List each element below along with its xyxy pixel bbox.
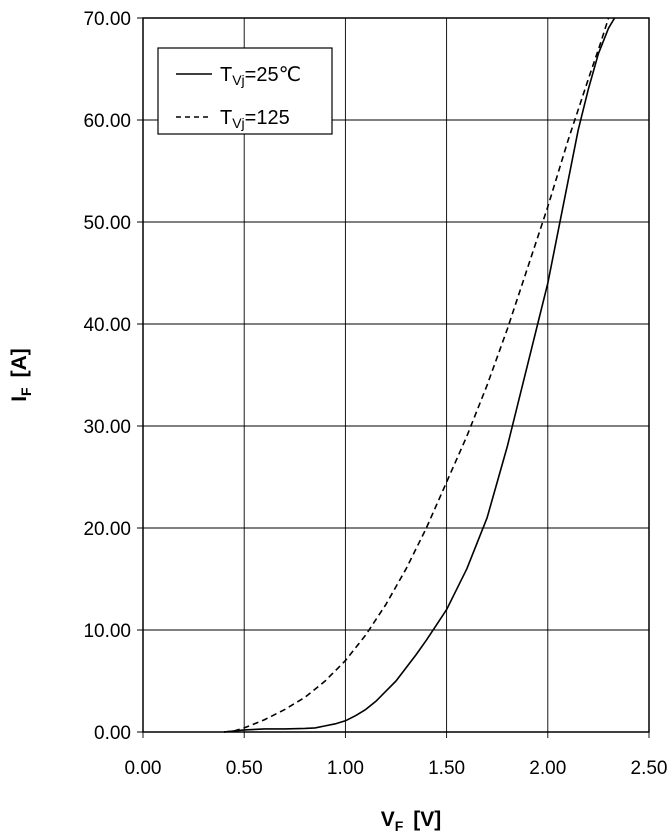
y-tick-label: 0.00 [94, 723, 131, 744]
y-axis-title-unit: [A] [8, 348, 31, 377]
legend-label-125: TVj=125 [220, 107, 290, 131]
x-tick-label: 2.50 [631, 758, 668, 779]
y-axis-title-sub: F [18, 387, 34, 396]
y-tick-label: 20.00 [83, 519, 131, 540]
series-layer [223, 17, 616, 733]
y-tick-label: 10.00 [83, 621, 131, 642]
legend-label-25c-suffix: =25℃ [245, 64, 301, 86]
x-tick-label: 0.50 [226, 758, 263, 779]
legend-label-25c: TVj=25℃ [220, 64, 301, 88]
series-line-125 [223, 17, 610, 733]
plot-area-frame [142, 17, 650, 733]
x-tick-label: 1.50 [428, 758, 465, 779]
y-tick-label: 30.00 [83, 417, 131, 438]
x-axis-title: VF [V] [381, 808, 442, 834]
x-axis-title-main: V [381, 808, 395, 831]
legend-label-125-sub: Vj [232, 115, 244, 131]
x-axis-title-unit: [V] [413, 808, 441, 831]
series-line-25c [223, 17, 616, 733]
legend-box [157, 47, 333, 135]
y-tick-label: 70.00 [83, 9, 131, 30]
x-tick-labels: 0.00 0.50 1.00 1.50 2.00 2.50 [125, 758, 668, 779]
legend-label-25c-sub: Vj [232, 72, 244, 88]
legend-label-125-suffix: =125 [245, 107, 290, 129]
y-axis-title-main: I [8, 396, 31, 402]
legend-label-25c-prefix: T [220, 64, 232, 86]
x-tick-label: 2.00 [529, 758, 566, 779]
x-tick-label: 1.00 [327, 758, 364, 779]
legend: TVj=25℃ TVj=125 [157, 47, 333, 135]
y-tick-label: 60.00 [83, 111, 131, 132]
x-tick-label: 0.00 [125, 758, 162, 779]
legend-label-125-prefix: T [220, 107, 232, 129]
x-axis-title-sub: F [395, 818, 404, 834]
y-tick-label: 40.00 [83, 315, 131, 336]
y-tick-label: 50.00 [83, 213, 131, 234]
y-axis-title: IF [A] [8, 348, 34, 402]
y-tick-labels: 0.00 10.00 20.00 30.00 40.00 50.00 60.00 70.00 [83, 9, 131, 744]
